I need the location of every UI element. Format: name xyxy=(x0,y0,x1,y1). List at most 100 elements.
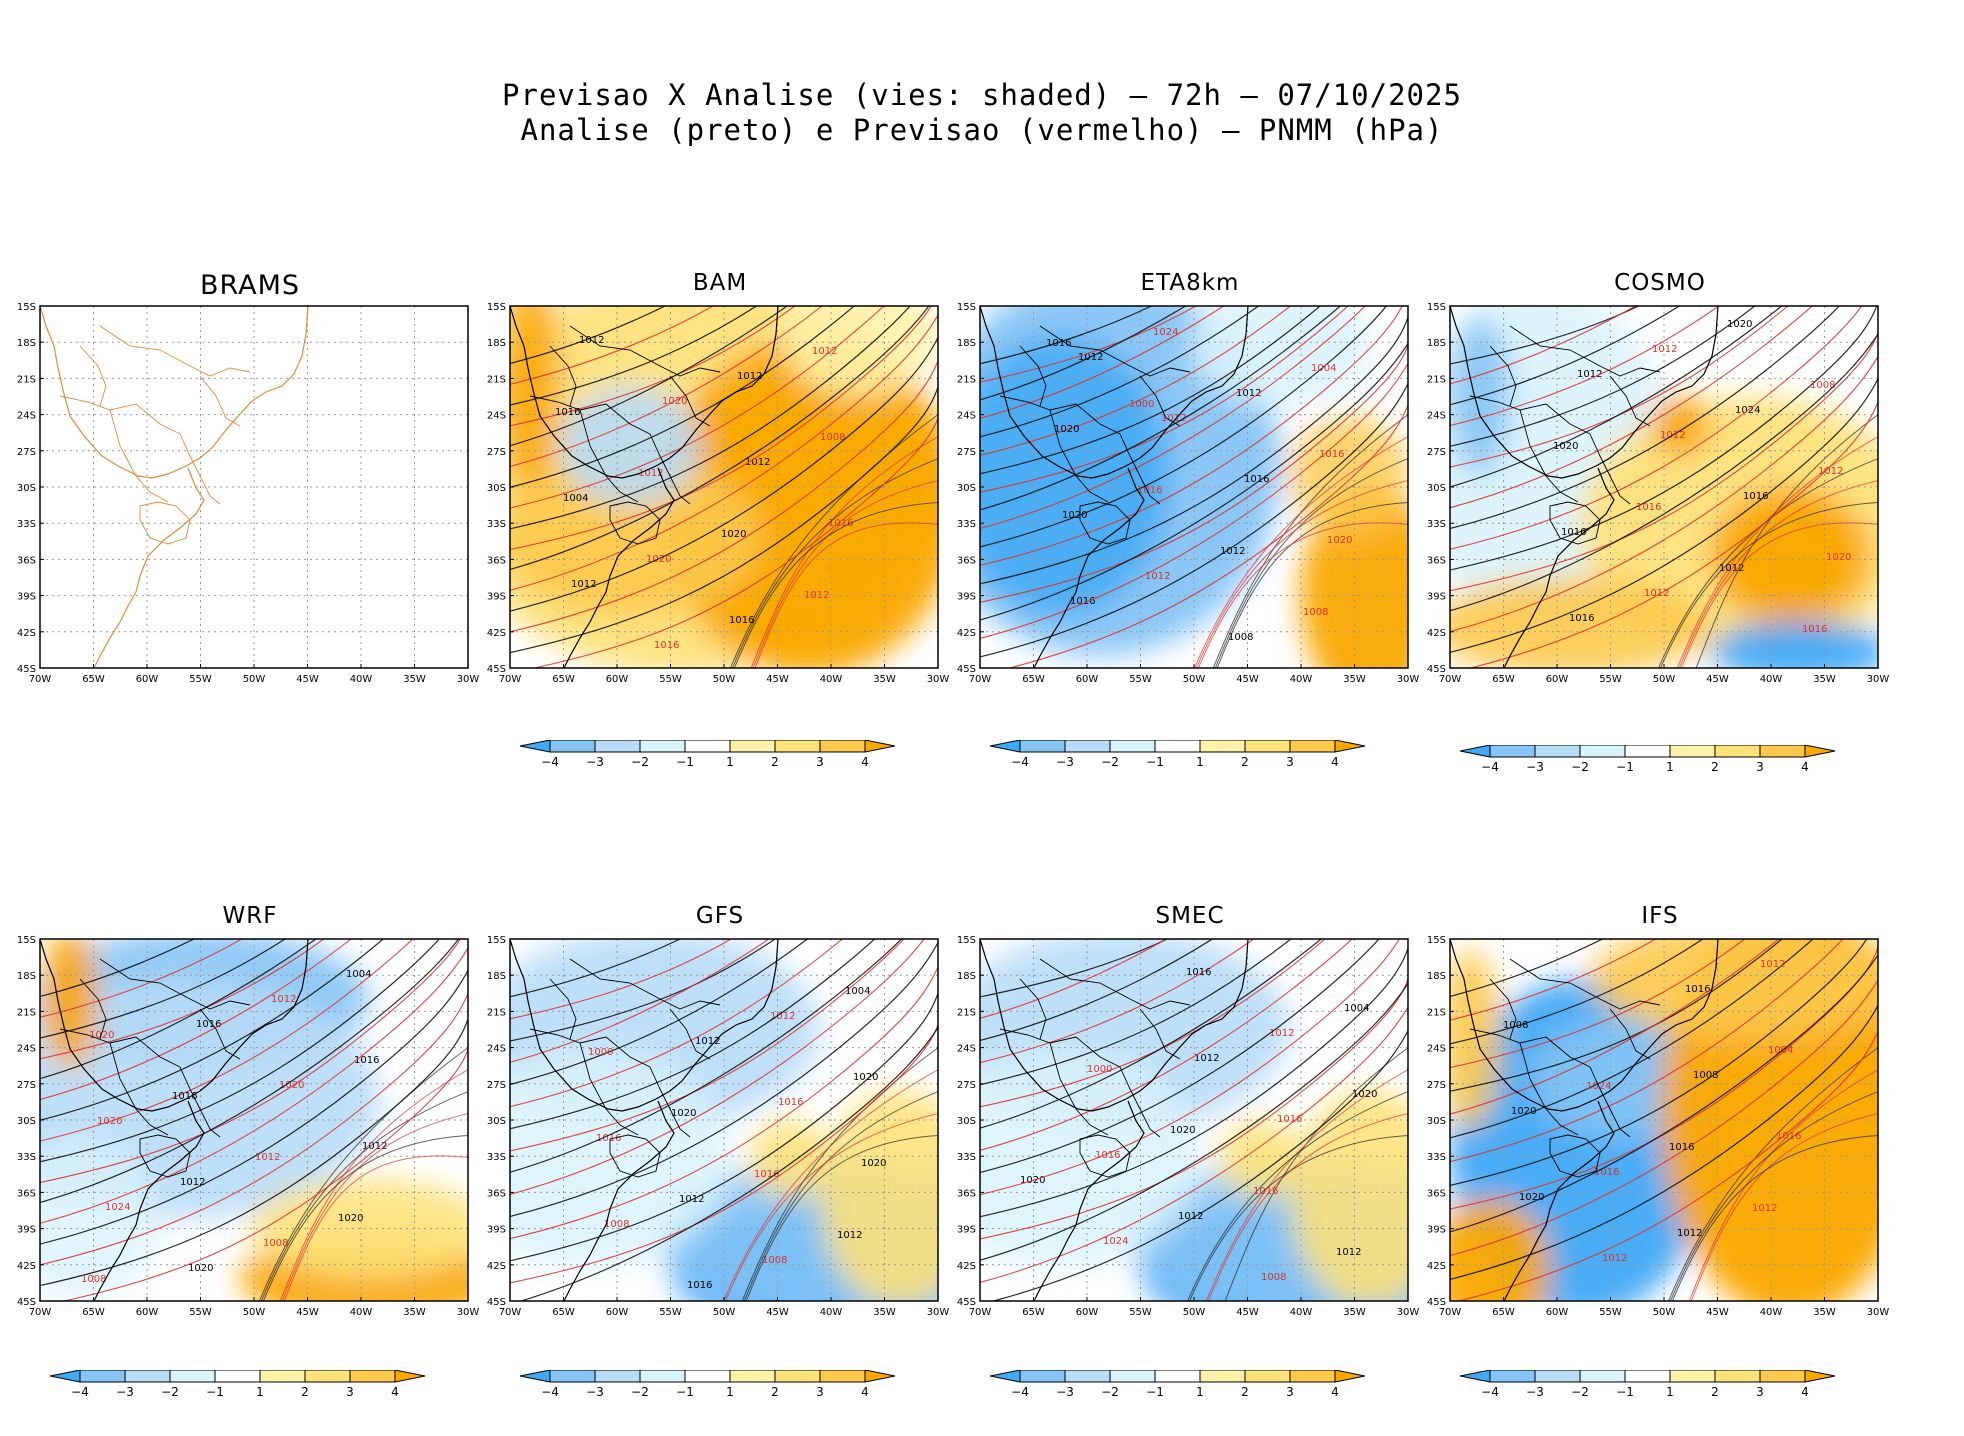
forecast-isobar xyxy=(510,306,823,468)
lon-tick-label: 55W xyxy=(659,1307,682,1318)
lon-tick-label: 70W xyxy=(29,1307,52,1318)
lon-tick-label: 55W xyxy=(1599,1307,1622,1318)
lon-tick-label: 60W xyxy=(606,674,629,685)
isobar-label: 1016 xyxy=(1743,491,1768,502)
isobar-label: 1016 xyxy=(1319,449,1344,460)
isobar-line xyxy=(1207,1113,1408,1301)
lon-tick-label: 35W xyxy=(873,1307,896,1318)
colorbar-tick-label: 1 xyxy=(1196,755,1204,769)
analysis-isobar xyxy=(510,385,938,654)
bias-region xyxy=(980,1049,1200,1269)
lat-tick-label: 24S xyxy=(487,1044,506,1055)
panel-title: COSMO xyxy=(1614,270,1706,296)
lat-tick-label: 18S xyxy=(957,338,976,349)
isobar-line xyxy=(1676,436,1878,668)
lon-tick-label: 60W xyxy=(1076,1307,1099,1318)
analysis-isobar xyxy=(980,306,1260,438)
analysis-isobar xyxy=(1450,954,1878,1233)
forecast-isobar xyxy=(1007,403,1408,668)
isobar-label: 1016 xyxy=(1802,624,1827,635)
lon-tick-label: 50W xyxy=(243,1307,266,1318)
lat-tick-label: 42S xyxy=(17,1261,36,1272)
isobar-label: 1012 xyxy=(571,579,596,590)
forecast-isobar xyxy=(1450,978,1878,1257)
isobar-label: 1016 xyxy=(1277,1114,1302,1125)
colorbar-segment xyxy=(1534,1369,1581,1383)
forecast-isobar xyxy=(1450,939,1657,1021)
colorbar-tick-label: −4 xyxy=(1481,1385,1499,1399)
isobar-line xyxy=(1197,522,1408,668)
forecast-isobar xyxy=(510,939,925,1195)
colorbar-tick-label: −4 xyxy=(1011,1385,1029,1399)
colorbar-tick-label: 2 xyxy=(1241,1385,1249,1399)
isobar-label: 1020 xyxy=(1511,1106,1536,1117)
analysis-isobar xyxy=(980,342,1408,621)
colorbar-tick-label: 4 xyxy=(1331,755,1339,769)
forecast-isobar xyxy=(1450,355,1878,633)
bias-region xyxy=(510,306,560,496)
isobar-label: 1016 xyxy=(1569,613,1594,624)
coastline xyxy=(40,306,309,479)
colorbar-tick-label: −3 xyxy=(1526,1385,1544,1399)
lat-tick-label: 24S xyxy=(17,411,36,422)
lon-tick-label: 50W xyxy=(713,1307,736,1318)
colorbar-segment xyxy=(1019,739,1066,753)
colorbar-segment xyxy=(774,1369,821,1383)
colorbar-tick-label: −3 xyxy=(1056,1385,1074,1399)
lon-tick-label: 30W xyxy=(1867,674,1890,685)
country-border xyxy=(139,501,191,545)
lon-tick-label: 35W xyxy=(403,674,426,685)
isobar-line xyxy=(1667,1047,1878,1301)
colorbar-tick-label: 1 xyxy=(726,1385,734,1399)
isobar-label: 1016 xyxy=(754,1169,779,1180)
country-border xyxy=(109,1042,169,1136)
analysis-isobar xyxy=(510,941,938,1218)
isobar-label: 1020 xyxy=(861,1158,886,1169)
colorbar-tick-label: 2 xyxy=(771,755,779,769)
analysis-isobar xyxy=(980,382,1408,658)
lat-tick-label: 45S xyxy=(957,664,976,675)
lon-tick-label: 65W xyxy=(1022,674,1045,685)
lon-tick-label: 55W xyxy=(189,674,212,685)
lat-tick-label: 42S xyxy=(1427,1261,1446,1272)
country-border xyxy=(1549,501,1601,545)
analysis-isobar xyxy=(980,939,1380,1174)
country-border xyxy=(1519,1042,1579,1136)
lat-tick-label: 30S xyxy=(957,483,976,494)
lon-tick-label: 50W xyxy=(1653,674,1676,685)
panel-wrf: WRF 1016 1020 1012 1024 1020 1012 1016 1020 1012 1… xyxy=(0,895,500,1345)
isobar-label: 1012 xyxy=(1161,413,1186,424)
forecast-isobar xyxy=(980,939,1168,1019)
lon-tick-label: 55W xyxy=(1129,674,1152,685)
colorbar-tick-label: −1 xyxy=(206,1385,224,1399)
lon-tick-label: 45W xyxy=(766,674,789,685)
isobar-label: 1016 xyxy=(828,518,853,529)
country-border xyxy=(1589,1066,1631,1138)
colorbar-bam: −4 −3 −2 −1 1 2 3 4 xyxy=(519,739,940,780)
forecast-isobar xyxy=(40,939,243,1018)
lon-tick-label: 50W xyxy=(1653,1307,1676,1318)
country-border xyxy=(1469,1028,1591,1068)
coastline xyxy=(1503,467,1615,668)
analysis-isobar xyxy=(510,336,938,612)
colorbar-tick-label: 1 xyxy=(1666,760,1674,774)
colorbar-segment xyxy=(1019,1369,1066,1383)
isobar-label: 1004 xyxy=(563,493,588,504)
lat-tick-label: 27S xyxy=(957,447,976,458)
bias-region xyxy=(1290,1089,1408,1301)
country-border xyxy=(1139,375,1181,427)
colorbar-tick-label: −1 xyxy=(1616,1385,1634,1399)
coastline xyxy=(980,939,1249,1112)
country-border xyxy=(1589,433,1631,505)
forecast-isobar xyxy=(40,939,414,1142)
isobar-label: 1016 xyxy=(1669,1142,1694,1153)
forecast-isobar xyxy=(40,939,352,1100)
forecast-isobar xyxy=(980,1005,1408,1283)
lon-tick-label: 45W xyxy=(296,674,319,685)
lon-tick-label: 60W xyxy=(1546,1307,1569,1318)
panel-cosmo: COSMO 1012 1012 1016 1020 1016 1012 1024 1012 101… xyxy=(1410,262,1910,712)
country-border xyxy=(179,433,221,505)
colorbar-tick-label: −1 xyxy=(1616,760,1634,774)
isobar-label: 1012 xyxy=(804,590,829,601)
isobar-label: 1012 xyxy=(1269,1028,1294,1039)
